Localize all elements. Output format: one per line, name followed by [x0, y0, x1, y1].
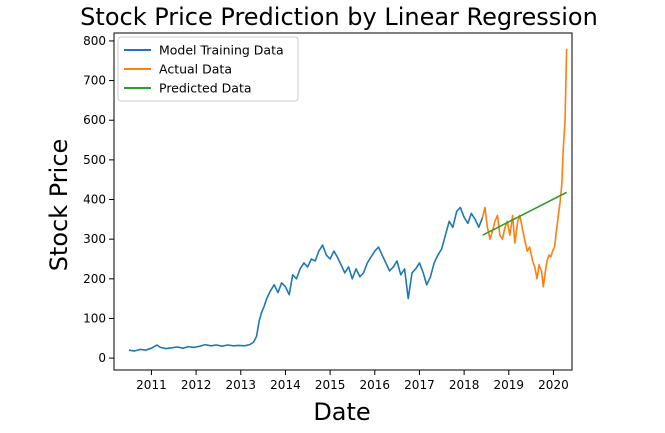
- y-tick-label: 100: [83, 311, 106, 325]
- y-tick-label: 400: [83, 193, 106, 207]
- x-tick-label: 2015: [315, 378, 346, 392]
- x-tick-label: 2012: [181, 378, 212, 392]
- x-axis-ticks: 2011 2012 2013 2014 2015 2016 2017 2018 2019 2020: [136, 370, 569, 392]
- plot-area: 2011 2012 2013 2014 2015 2016 2017 2018 2019 2020…: [83, 32, 573, 392]
- series-layer: [128, 48, 568, 352]
- x-tick-label: 2014: [270, 378, 301, 392]
- x-tick-label: 2013: [226, 378, 257, 392]
- x-tick-label: 2016: [360, 378, 391, 392]
- legend-items: Model Training Data Actual Data Predicted …: [124, 43, 284, 96]
- y-axis-ticks: 0 100 200 300 400 500 600 700 800: [83, 34, 114, 365]
- chart-title: Stock Price Prediction by Linear Regress…: [80, 3, 598, 31]
- series-line-actual-data: [481, 48, 568, 288]
- x-tick-label: 2011: [136, 378, 167, 392]
- x-tick-label: 2017: [404, 378, 435, 392]
- y-tick-label: 200: [83, 272, 106, 286]
- y-axis-label: Stock Price: [45, 139, 73, 272]
- x-tick-label: 2020: [538, 378, 569, 392]
- y-tick-label: 800: [83, 34, 106, 48]
- y-tick-label: 700: [83, 74, 106, 88]
- x-tick-label: 2018: [449, 378, 480, 392]
- series-line-model-training-data: [128, 206, 484, 352]
- legend: Model Training Data Actual Data Predicted …: [117, 36, 299, 102]
- series-line-predicted-data: [482, 191, 567, 236]
- legend-box: [117, 36, 299, 102]
- plot-frame: [113, 32, 573, 371]
- y-tick-label: 500: [83, 153, 106, 167]
- legend-label-predicted-data: Predicted Data: [159, 81, 252, 96]
- x-tick-label: 2019: [494, 378, 525, 392]
- legend-label-model-training-data: Model Training Data: [159, 43, 284, 58]
- legend-label-actual-data: Actual Data: [159, 62, 232, 77]
- y-tick-label: 0: [98, 351, 106, 365]
- x-axis-label: Date: [313, 398, 370, 426]
- y-tick-label: 300: [83, 232, 106, 246]
- y-tick-label: 600: [83, 113, 106, 127]
